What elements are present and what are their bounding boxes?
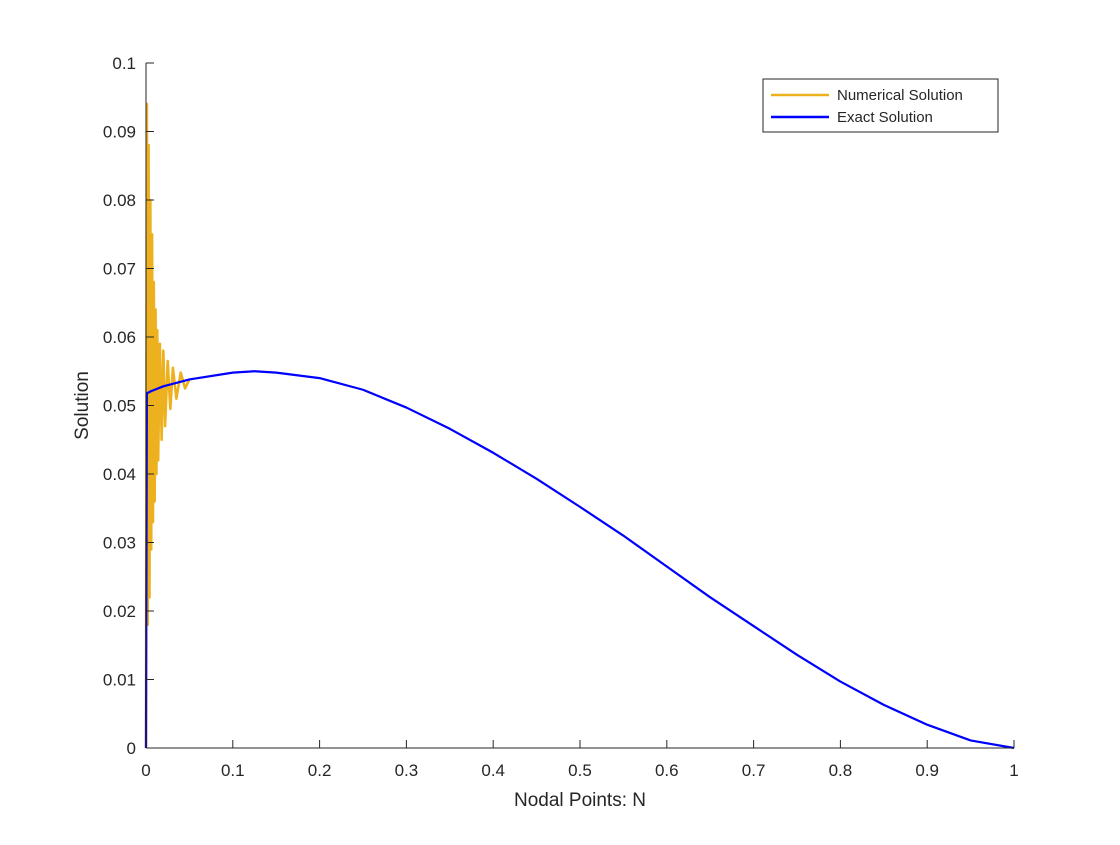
x-tick-label: 0.7 (742, 761, 766, 780)
x-tick-label: 0.6 (655, 761, 679, 780)
legend-box (762, 78, 999, 133)
legend-label: Exact Solution (837, 109, 933, 126)
x-tick-label: 0.2 (308, 761, 332, 780)
y-tick-label: 0 (127, 739, 136, 758)
x-tick-label: 0 (141, 761, 150, 780)
y-tick-label: 0.1 (112, 54, 136, 73)
x-axis-label: Nodal Points: N (514, 790, 646, 811)
y-tick-label: 0.03 (103, 534, 136, 553)
y-tick-label: 0.04 (103, 465, 136, 484)
x-tick-label: 0.5 (568, 761, 592, 780)
x-tick-label: 0.3 (395, 761, 419, 780)
y-tick-label: 0.01 (103, 671, 136, 690)
x-tick-label: 1 (1009, 761, 1018, 780)
y-tick-label: 0.08 (103, 191, 136, 210)
ticks: 0 0.1 0.2 0.3 0.4 0.5 0.6 0.7 0.8 0.9 1 0 0.01 0.02 0.… (103, 54, 1019, 780)
x-tick-label: 0.1 (221, 761, 245, 780)
series-line-numerical (144, 102, 191, 749)
y-tick-label: 0.07 (103, 260, 136, 279)
plot-area (144, 102, 1015, 750)
legend-label: Numerical Solution (837, 87, 963, 104)
series-line-exact (144, 370, 1015, 750)
y-tick-label: 0.09 (103, 123, 136, 142)
x-tick-label: 0.4 (481, 761, 505, 780)
y-tick-label: 0.06 (103, 328, 136, 347)
y-tick-label: 0.05 (103, 397, 136, 416)
axes (145, 63, 1014, 749)
y-tick-label: 0.02 (103, 602, 136, 621)
x-tick-label: 0.8 (829, 761, 853, 780)
y-axis-label: Solution (72, 371, 93, 440)
legend: Numerical Solution Exact Solution (762, 78, 999, 133)
x-tick-label: 0.9 (915, 761, 939, 780)
